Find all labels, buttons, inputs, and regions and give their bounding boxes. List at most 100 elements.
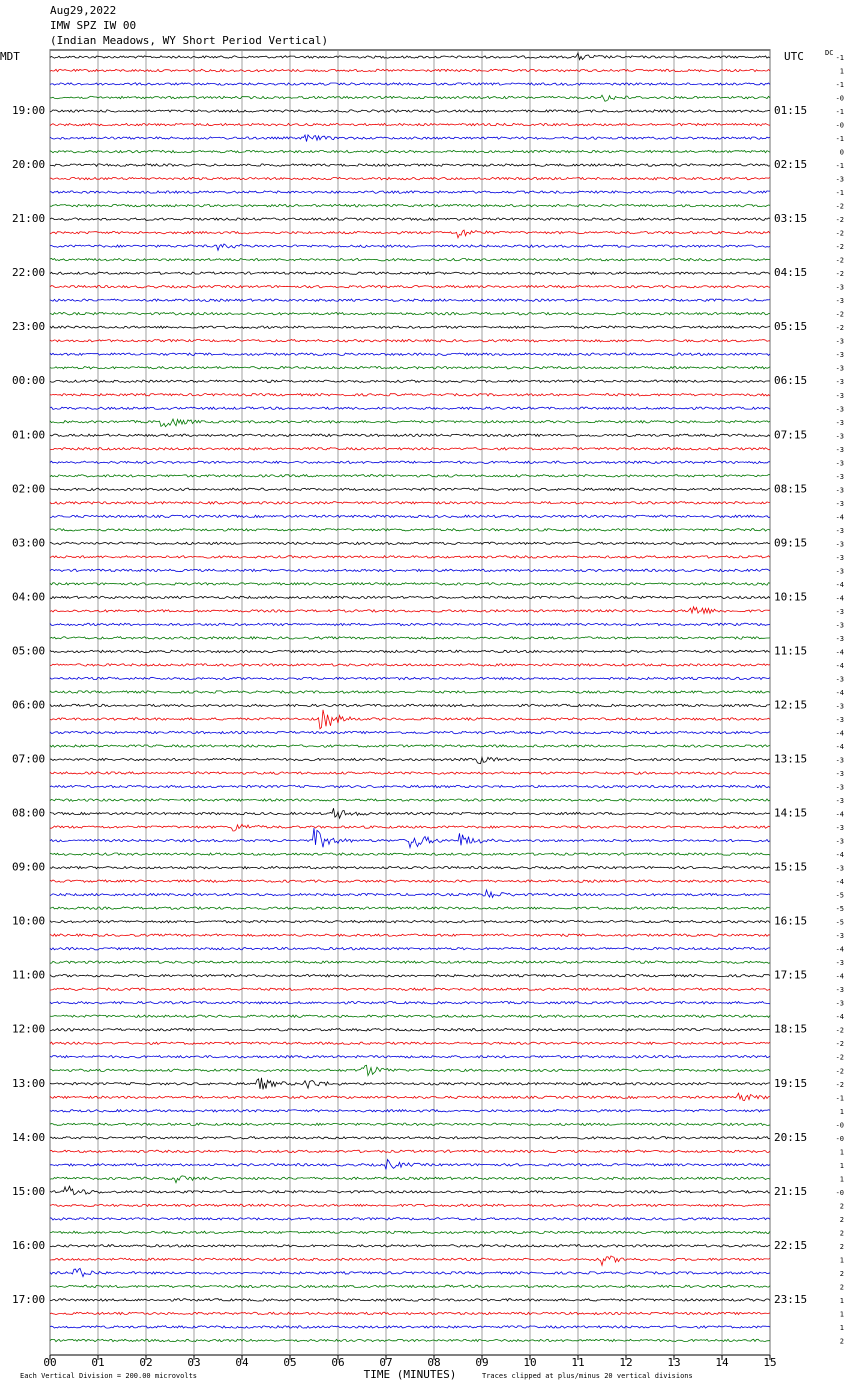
trace (49, 919, 771, 924)
dc-value: 1 (840, 1162, 844, 1170)
mdt-label: 22:00 (12, 266, 45, 279)
x-tick-label: 08 (427, 1356, 440, 1369)
x-tick-label: 09 (475, 1356, 488, 1369)
dc-value: -3 (836, 1000, 844, 1008)
mdt-label: 06:00 (12, 698, 45, 711)
mdt-label: 23:00 (12, 320, 45, 333)
dc-value: -3 (836, 378, 844, 386)
dc-value: -1 (836, 1094, 844, 1102)
dc-value: -3 (836, 486, 844, 494)
left-title: MDT (0, 50, 20, 63)
trace (49, 527, 771, 532)
dc-value: 1 (840, 1148, 844, 1156)
trace (49, 176, 771, 181)
trace (49, 1203, 771, 1208)
dc-value: -3 (836, 351, 844, 359)
dc-value: -3 (836, 365, 844, 373)
trace (49, 1135, 771, 1140)
dc-value: -0 (836, 1121, 844, 1129)
dc-value: -4 (836, 811, 844, 819)
utc-label: 02:15 (774, 158, 807, 171)
trace (49, 1041, 771, 1046)
dc-value: -2 (836, 216, 844, 224)
trace (49, 1175, 771, 1184)
description: (Indian Meadows, WY Short Period Vertica… (50, 34, 328, 47)
dc-value: 1 (840, 1324, 844, 1332)
trace (49, 94, 771, 102)
trace (50, 1064, 771, 1077)
utc-label: 08:15 (774, 482, 807, 495)
dc-value: -3 (836, 392, 844, 400)
utc-label: 09:15 (774, 536, 807, 549)
x-tick-label: 00 (43, 1356, 56, 1369)
dc-value: -3 (836, 554, 844, 562)
x-title: TIME (MINUTES) (364, 1368, 457, 1381)
trace (49, 392, 771, 397)
dc-value: -3 (836, 500, 844, 508)
mdt-label: 20:00 (12, 158, 45, 171)
trace (49, 987, 771, 991)
dc-value: -2 (836, 1054, 844, 1062)
dc-value: 1 (840, 1297, 844, 1305)
dc-value: -1 (836, 135, 844, 143)
trace (49, 649, 771, 654)
trace (49, 487, 771, 492)
dc-value: -4 (836, 513, 844, 521)
trace (49, 82, 771, 86)
trace (49, 1284, 771, 1289)
dc-value: -3 (836, 567, 844, 575)
trace (49, 709, 771, 730)
dc-value: -4 (836, 594, 844, 602)
utc-label: 17:15 (774, 969, 807, 982)
dc-value: -2 (836, 257, 844, 265)
trace (49, 828, 771, 850)
dc-value: -3 (836, 459, 844, 467)
trace (49, 217, 771, 221)
trace (49, 149, 771, 154)
mdt-label: 05:00 (12, 644, 45, 657)
dc-value: -4 (836, 973, 844, 981)
trace (49, 568, 771, 573)
trace (49, 906, 771, 910)
dc-value: -1 (836, 189, 844, 197)
trace (49, 622, 771, 627)
dc-value: -2 (836, 1067, 844, 1075)
utc-label: 13:15 (774, 753, 807, 766)
dc-value: -2 (836, 230, 844, 238)
trace (49, 109, 771, 113)
dc-value: -3 (836, 621, 844, 629)
trace (49, 122, 771, 127)
dc-value: -3 (836, 338, 844, 346)
dc-value: -4 (836, 662, 844, 670)
dc-value: 1 (840, 1108, 844, 1116)
trace (49, 1184, 770, 1196)
dc-value: 1 (840, 1310, 844, 1318)
dc-value: -1 (836, 81, 844, 89)
dc-value: -3 (836, 757, 844, 765)
utc-label: 14:15 (774, 807, 807, 820)
x-tick-label: 13 (667, 1356, 680, 1369)
mdt-label: 11:00 (12, 969, 45, 982)
x-tick-label: 10 (523, 1356, 536, 1369)
trace (49, 541, 771, 546)
x-tick-label: 07 (379, 1356, 392, 1369)
dc-value: -4 (836, 689, 844, 697)
trace (49, 460, 771, 465)
scale-note: Each Vertical Division = 200.00 microvol… (20, 1372, 197, 1380)
dc-value: -3 (836, 797, 844, 805)
dc-value: -3 (836, 432, 844, 440)
mdt-label: 07:00 (12, 753, 45, 766)
dc-value: -0 (836, 122, 844, 130)
dc-value: -2 (836, 243, 844, 251)
dc-value: -5 (836, 919, 844, 927)
dc-value: 2 (840, 1216, 844, 1224)
x-tick-label: 05 (283, 1356, 296, 1369)
mdt-label: 13:00 (12, 1077, 45, 1090)
dc-value: 1 (840, 1175, 844, 1183)
dc-value: -2 (836, 270, 844, 278)
trace (49, 663, 771, 667)
trace (49, 1092, 771, 1102)
dc-value: -2 (836, 1081, 844, 1089)
trace (49, 1014, 771, 1019)
